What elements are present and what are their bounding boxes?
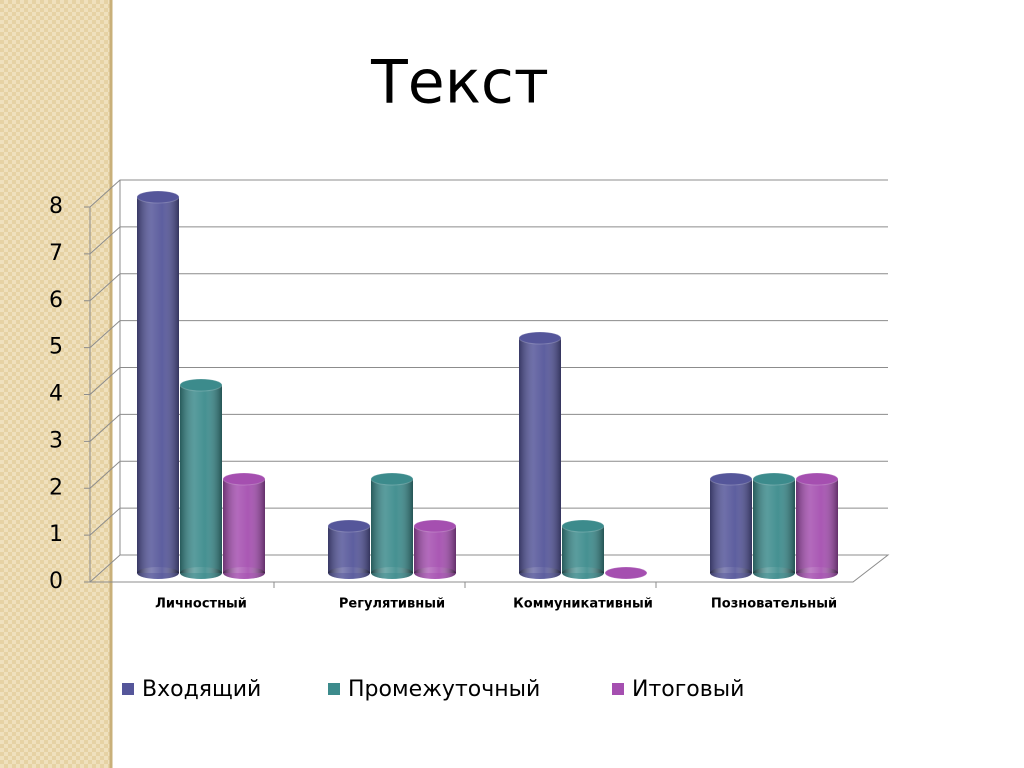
- plot: 0 1 2 3 4 5 6 7 8 Личностный Регулятивный Коммуника…: [49, 179, 890, 702]
- grid-line: [89, 179, 888, 208]
- bar-shade: [180, 385, 222, 573]
- bar-shade: [371, 479, 413, 573]
- bar: [222, 472, 266, 579]
- legend-swatch: [328, 683, 340, 695]
- grid-line: [89, 367, 888, 395]
- y-tick-label: 7: [49, 241, 63, 266]
- bar: [518, 331, 562, 579]
- bar-cap: [413, 519, 457, 533]
- legend-label: Входящий: [142, 677, 261, 702]
- grid-line: [89, 273, 888, 302]
- y-tick-label: 0: [49, 569, 63, 594]
- y-tick-label: 4: [49, 382, 63, 407]
- y-tick-label: 8: [49, 194, 63, 219]
- bar-shade: [753, 479, 795, 573]
- x-tick-label: Позновательный: [711, 597, 837, 612]
- grid-line: [89, 413, 888, 442]
- bar: [604, 566, 648, 580]
- bar-shade: [414, 526, 456, 573]
- bar-cap: [179, 378, 223, 392]
- bar-shade: [796, 479, 838, 573]
- bar: [413, 519, 457, 579]
- x-tick-label: Коммуникативный: [513, 597, 653, 612]
- y-tick-label: 6: [49, 288, 63, 313]
- bar-shade: [519, 338, 561, 573]
- grid-line: [89, 320, 888, 348]
- grid-line: [89, 507, 888, 536]
- bar-cap: [370, 472, 414, 486]
- bar: [709, 472, 753, 579]
- y-tick-label: 5: [49, 335, 63, 360]
- bar-shade: [562, 526, 604, 573]
- bar-cap: [752, 472, 796, 486]
- bar-cap: [795, 472, 839, 486]
- bar-cap: [327, 519, 371, 533]
- bar: [752, 472, 796, 579]
- bar-shade: [328, 526, 370, 573]
- chart-title: Текст: [370, 48, 549, 118]
- legend-swatch: [612, 683, 624, 695]
- x-tick-label: Личностный: [155, 597, 247, 612]
- bar: [327, 519, 371, 579]
- bar-cap: [222, 472, 266, 486]
- bar-shade: [137, 197, 179, 573]
- legend-label: Итоговый: [632, 677, 744, 702]
- bar-cap: [518, 331, 562, 345]
- y-tick-label: 2: [49, 475, 63, 500]
- bar-cap: [604, 566, 648, 580]
- legend-label: Промежуточный: [348, 677, 540, 702]
- bar-shade: [223, 479, 265, 573]
- y-tick-label: 1: [49, 522, 63, 547]
- grid-line: [89, 460, 888, 489]
- y-tick-label: 3: [49, 428, 63, 453]
- bar: [795, 472, 839, 579]
- bar: [179, 378, 223, 579]
- legend-swatch: [122, 683, 134, 695]
- bar: [370, 472, 414, 579]
- bar-shade: [710, 479, 752, 573]
- bar-cap: [561, 519, 605, 533]
- bar-cap: [136, 190, 180, 204]
- x-tick-label: Регулятивный: [339, 597, 445, 612]
- bar: [136, 190, 180, 579]
- bar: [561, 519, 605, 579]
- grid-line: [89, 554, 888, 583]
- grid-line: [89, 226, 888, 255]
- bar-cap: [709, 472, 753, 486]
- side-strip: [0, 0, 110, 768]
